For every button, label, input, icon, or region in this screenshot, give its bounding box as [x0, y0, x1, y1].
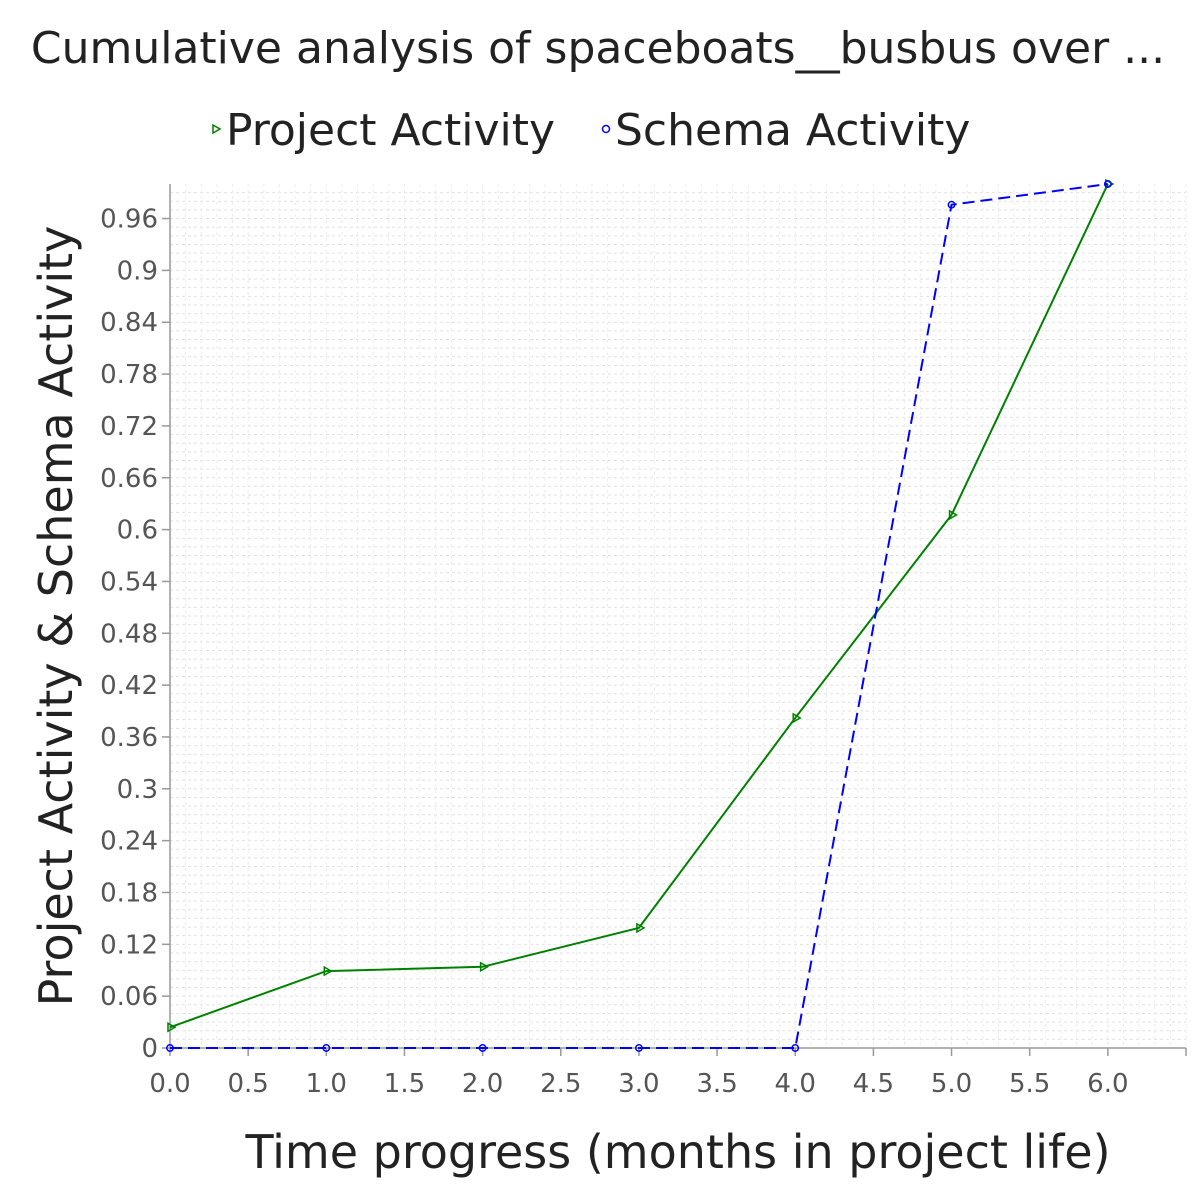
- series-line-project-activity: [169, 183, 1109, 1029]
- x-tick-label: 5.5: [1009, 1069, 1050, 1099]
- y-tick-label: 0.66: [100, 464, 158, 494]
- x-tick-label: 2.0: [462, 1069, 503, 1099]
- y-tick-label: 0.3: [117, 775, 158, 805]
- legend-label-schema-activity: Schema Activity: [615, 105, 970, 156]
- y-tick-label: 0.24: [100, 827, 158, 857]
- data-point-project-activity: [636, 922, 646, 934]
- y-tick-label: 0.42: [100, 671, 158, 701]
- series-project-activity: [167, 178, 1115, 1033]
- legend-entry-project-activity: Project Activity: [212, 105, 555, 156]
- x-axis-label: Time progress (months in project life): [244, 1125, 1110, 1179]
- data-point-schema-activity: [478, 1044, 487, 1052]
- data-point-project-activity: [792, 712, 802, 724]
- series-layer: [166, 178, 1115, 1052]
- y-tick-label: 0.18: [100, 878, 158, 908]
- series-line-schema-activity: [170, 183, 1108, 1049]
- data-point-project-activity: [167, 1021, 177, 1033]
- x-axis-ticks: 0.0 0.5 1.0 1.5 2.0 2.5 3.0 3.5 4.0 4.5 5.0 5.5 6.0: [149, 1048, 1187, 1099]
- data-point-schema-activity: [322, 1044, 331, 1052]
- y-tick-label: 0: [141, 1034, 158, 1064]
- y-tick-label: 0.84: [100, 308, 158, 338]
- y-tick-label: 0.48: [100, 619, 158, 649]
- y-tick-label: 0.96: [100, 205, 158, 235]
- data-point-project-activity: [948, 509, 959, 521]
- grid: [170, 184, 1187, 1048]
- data-point-schema-activity: [947, 200, 956, 209]
- x-tick-label: 0.5: [227, 1069, 268, 1099]
- y-tick-label: 0.12: [100, 930, 158, 960]
- legend: Project Activity Schema Activity: [212, 105, 970, 156]
- x-tick-label: 0.0: [149, 1069, 190, 1099]
- y-tick-label: 0.36: [100, 723, 158, 753]
- y-tick-label: 0.54: [100, 567, 158, 597]
- x-tick-label: 4.0: [775, 1069, 816, 1099]
- legend-marker-project-activity: [212, 123, 222, 135]
- y-axis-label: Project Activity & Schema Activity: [29, 226, 83, 1007]
- x-tick-label: 4.5: [853, 1069, 894, 1099]
- legend-marker-schema-activity: [601, 124, 611, 134]
- data-point-schema-activity: [791, 1044, 800, 1052]
- x-tick-label: 1.5: [384, 1069, 425, 1099]
- legend-entry-schema-activity: Schema Activity: [601, 105, 970, 156]
- x-tick-label: 6.0: [1087, 1069, 1128, 1099]
- data-point-schema-activity: [166, 1044, 174, 1052]
- chart-title: Cumulative analysis of spaceboats__busbu…: [31, 23, 1165, 74]
- legend-label-project-activity: Project Activity: [226, 105, 555, 156]
- data-point-schema-activity: [1103, 180, 1112, 188]
- series-schema-activity: [166, 180, 1112, 1052]
- y-tick-label: 0.6: [117, 516, 158, 546]
- data-point-project-activity: [479, 961, 490, 973]
- y-tick-label: 0.72: [100, 412, 158, 442]
- x-tick-label: 3.5: [696, 1069, 737, 1099]
- data-point-schema-activity: [634, 1044, 643, 1052]
- y-tick-label: 0.06: [100, 982, 158, 1012]
- y-tick-label: 0.9: [117, 256, 158, 286]
- y-tick-label: 0.78: [100, 360, 158, 390]
- x-tick-label: 5.0: [931, 1069, 972, 1099]
- y-axis-ticks: 0 0.06 0.12 0.18 0.24 0.3 0.36 0.42 0.48 0.54 0.6 0…: [100, 205, 170, 1064]
- x-tick-label: 2.5: [540, 1069, 581, 1099]
- x-tick-label: 1.0: [306, 1069, 347, 1099]
- x-tick-label: 3.0: [618, 1069, 659, 1099]
- data-point-project-activity: [323, 965, 333, 977]
